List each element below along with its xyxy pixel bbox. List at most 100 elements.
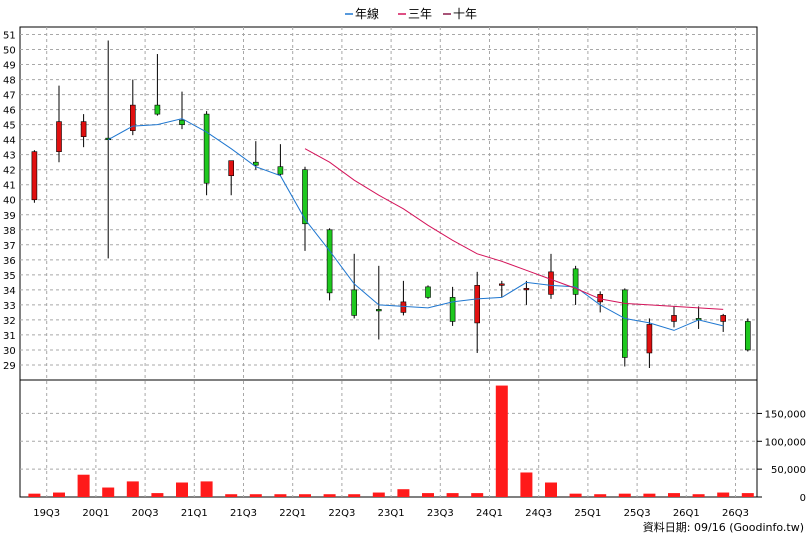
x-tick-26Q1: 26Q1	[673, 508, 700, 519]
candle-body-13	[351, 289, 358, 316]
candle-body-18	[474, 285, 481, 324]
x-tick-20Q3: 20Q3	[132, 508, 159, 519]
volume-bar-12	[323, 494, 336, 497]
candle-body-7	[203, 113, 210, 184]
volume-bar-0	[28, 493, 41, 497]
price-tick-41: 41	[3, 181, 16, 192]
price-tick-44: 44	[3, 136, 16, 147]
candles	[31, 40, 751, 368]
x-tick-23Q1: 23Q1	[378, 508, 405, 519]
x-tick-26Q3: 26Q3	[722, 508, 749, 519]
candle-body-26	[671, 315, 677, 322]
moving-average-lines	[107, 118, 724, 331]
volume-axis: 0 50,000 100,000 150,000	[757, 409, 806, 504]
candle-body-17	[449, 297, 456, 322]
candle-body-15	[400, 301, 407, 313]
volume-bar-26	[668, 493, 680, 497]
price-tick-48: 48	[3, 76, 16, 87]
x-tick-24Q1: 24Q1	[476, 508, 503, 519]
volume-bar-28	[717, 492, 730, 497]
legend-label-0: 年線	[355, 6, 379, 21]
volume-bars	[28, 385, 754, 497]
volume-bar-22	[569, 493, 582, 497]
price-tick-30: 30	[3, 346, 16, 357]
volume-bar-3	[102, 487, 115, 497]
x-tick-22Q3: 22Q3	[328, 508, 355, 519]
volume-bar-2	[77, 474, 90, 497]
candle-body-1	[56, 121, 62, 152]
x-tick-21Q3: 21Q3	[230, 508, 257, 519]
volume-bar-27	[692, 494, 705, 497]
volume-bar-25	[643, 493, 656, 497]
volume-bar-18	[471, 493, 484, 497]
volume-tick-1: 50,000	[771, 465, 806, 476]
price-tick-51: 51	[3, 31, 16, 42]
x-tick-23Q3: 23Q3	[427, 508, 454, 519]
price-tick-33: 33	[3, 301, 16, 312]
price-tick-45: 45	[3, 121, 16, 132]
candle-body-2	[80, 121, 87, 137]
volume-bar-16	[422, 493, 434, 497]
volume-bar-4	[126, 481, 139, 497]
candle-body-28	[720, 315, 727, 322]
x-axis: 19Q3 20Q1 20Q3 21Q1 21Q3 22Q1 22Q3 23Q1 23Q3 24Q1…	[33, 508, 749, 519]
volume-bar-17	[446, 493, 459, 497]
price-tick-34: 34	[3, 286, 16, 297]
volume-bar-24	[618, 493, 631, 497]
x-tick-25Q1: 25Q1	[574, 508, 601, 519]
volume-bar-6	[176, 482, 188, 497]
candle-body-29	[744, 321, 751, 351]
candle-body-12	[326, 229, 333, 294]
candle-body-8	[228, 160, 234, 177]
candle-body-19	[498, 283, 505, 286]
candle-body-25	[646, 324, 653, 354]
volume-bar-23	[594, 494, 607, 497]
price-tick-35: 35	[3, 271, 16, 282]
volume-bar-9	[249, 494, 262, 497]
price-tick-39: 39	[3, 211, 16, 222]
volume-bar-21	[545, 482, 557, 497]
price-tick-42: 42	[3, 166, 16, 177]
legend-label-1: 三年	[408, 7, 432, 21]
volume-bar-29	[741, 493, 754, 497]
volume-bar-10	[274, 494, 287, 497]
volume-bar-1	[53, 492, 65, 497]
price-tick-43: 43	[3, 151, 16, 162]
candle-body-20	[523, 288, 530, 291]
volume-bar-20	[520, 472, 533, 497]
volume-tick-2: 100,000	[765, 437, 806, 448]
volume-tick-3: 150,000	[765, 409, 806, 420]
x-tick-22Q1: 22Q1	[279, 508, 306, 519]
price-tick-40: 40	[3, 196, 16, 207]
candle-body-10	[277, 166, 284, 175]
price-tick-32: 32	[3, 316, 16, 327]
candle-body-21	[548, 271, 554, 295]
candle-body-5	[154, 104, 161, 115]
price-tick-49: 49	[3, 61, 16, 72]
volume-bar-8	[225, 494, 238, 497]
x-tick-19Q3: 19Q3	[33, 508, 60, 519]
x-tick-25Q3: 25Q3	[624, 508, 651, 519]
volume-bar-14	[372, 492, 385, 497]
volume-tick-0: 0	[800, 493, 806, 504]
ma-year-line	[107, 118, 724, 331]
price-axis: 29 30 31 32 33 34 35 36 37 38 39 40 41 42 43 44 45 46 47 48…	[3, 31, 16, 372]
candle-body-16	[425, 286, 431, 298]
price-tick-29: 29	[3, 361, 16, 372]
price-tick-46: 46	[3, 106, 16, 117]
volume-bar-13	[348, 494, 361, 497]
plot-frame	[19, 26, 758, 498]
volume-bar-15	[397, 489, 410, 497]
ma-3y-line	[304, 148, 724, 310]
candle-body-14	[375, 309, 382, 312]
volume-bar-11	[299, 494, 311, 497]
candle-body-9	[253, 161, 259, 166]
candle-body-24	[621, 289, 628, 358]
candle-body-11	[302, 169, 308, 225]
candle-body-0	[31, 151, 38, 201]
price-tick-31: 31	[3, 331, 16, 342]
price-tick-50: 50	[3, 46, 16, 57]
candle-body-22	[572, 268, 579, 295]
price-tick-38: 38	[3, 226, 16, 237]
